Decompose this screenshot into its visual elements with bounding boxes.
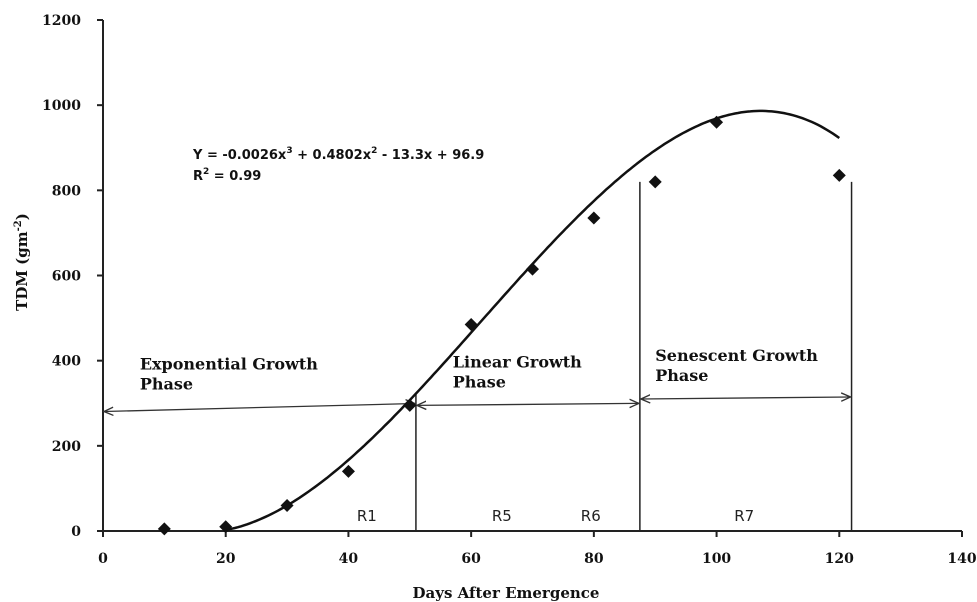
- r-squared-label: R2 = 0.99: [193, 167, 261, 184]
- trendline-curve: [225, 109, 841, 532]
- x-tick-label: 40: [339, 551, 359, 567]
- data-point: [280, 498, 294, 512]
- tick-marks: [97, 19, 963, 537]
- data-point: [526, 262, 539, 276]
- phase-label-line1: Linear Growth: [453, 352, 582, 371]
- phase-label-line2: Phase: [140, 375, 193, 394]
- x-tick-label: 0: [98, 551, 108, 567]
- phase-arrow: [417, 403, 639, 405]
- y-tick-label: 600: [52, 269, 81, 285]
- data-point: [157, 522, 171, 536]
- data-point: [587, 211, 601, 225]
- phase-label-line1: Exponential Growth: [140, 355, 318, 374]
- y-axis-title: TDM (gm-2): [13, 213, 31, 311]
- stage-label: R6: [581, 507, 601, 525]
- x-tick-label: 80: [584, 551, 604, 567]
- data-point: [403, 398, 417, 412]
- phase-label-line1: Senescent Growth: [655, 346, 818, 365]
- x-tick-label: 140: [947, 551, 976, 567]
- data-point: [464, 317, 478, 331]
- tick-labels: 0 20 40 60 80 100 120 140 0 200 400 600 800 1000 1200: [42, 13, 977, 567]
- phase-arrow: [104, 404, 415, 412]
- data-point: [710, 115, 724, 129]
- phase-arrow: [641, 397, 851, 399]
- y-tick-label: 1000: [42, 98, 81, 114]
- stage-lines: [415, 181, 853, 531]
- data-point: [341, 464, 355, 478]
- y-tick-label: 400: [52, 354, 81, 370]
- phase-label-line2: Phase: [453, 372, 506, 391]
- stage-label: R1: [357, 507, 377, 525]
- stage-label: R7: [734, 507, 754, 525]
- data-point: [219, 520, 233, 534]
- y-tick-label: 0: [71, 524, 81, 540]
- data-point: [832, 168, 846, 182]
- y-tick-label: 200: [52, 439, 81, 455]
- stage-label: R5: [492, 507, 512, 525]
- data-points: [157, 115, 846, 536]
- stage-labels: R1 R5 R6 R7: [357, 507, 754, 525]
- data-point: [648, 175, 662, 189]
- y-tick-label: 1200: [42, 13, 81, 29]
- x-tick-label: 100: [702, 551, 731, 567]
- phase-label-line2: Phase: [655, 366, 708, 385]
- trend-equation: Y = -0.0026x3 + 0.4802x2 - 13.3x + 96.9: [192, 146, 484, 163]
- y-tick-label: 800: [52, 183, 81, 199]
- x-tick-label: 60: [461, 551, 481, 567]
- x-tick-label: 120: [825, 551, 854, 567]
- x-axis-title: Days After Emergence: [413, 584, 600, 602]
- phase-arrows: [104, 397, 851, 412]
- x-tick-label: 20: [216, 551, 236, 567]
